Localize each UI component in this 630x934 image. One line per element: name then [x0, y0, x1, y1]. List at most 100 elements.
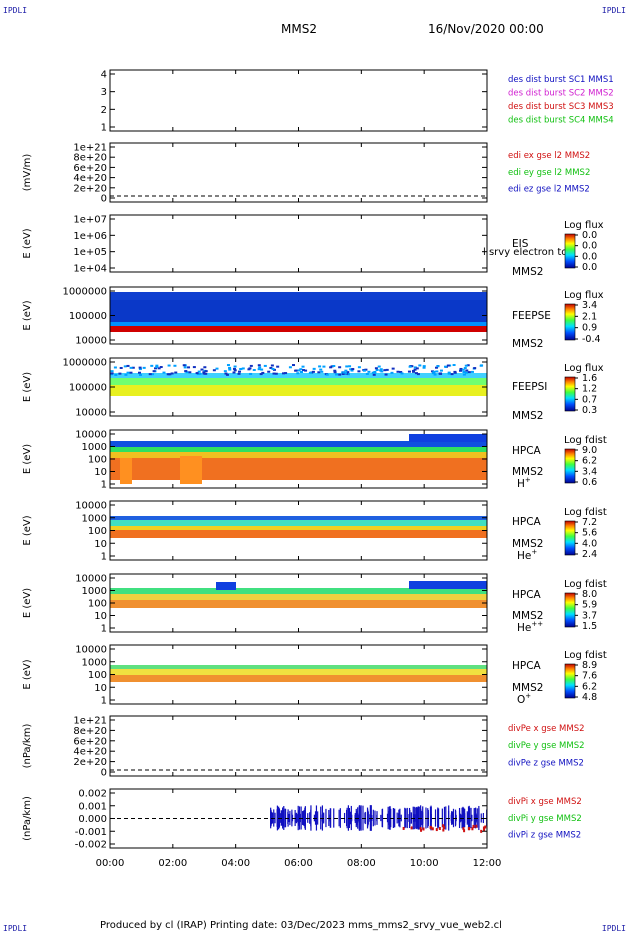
- feepsi-mark: [296, 372, 300, 375]
- colorbar-tick-label: 3.7: [582, 610, 597, 621]
- feepsi-mark: [249, 372, 253, 375]
- feepsi-mark: [200, 368, 204, 371]
- feepsi-band: [110, 373, 487, 378]
- instrument-label: HPCA: [512, 660, 542, 672]
- divpi-mark: [304, 807, 306, 829]
- feepsi-mark: [118, 372, 122, 375]
- divpi-mark: [310, 809, 312, 827]
- colorbar-tick-label: 0.0: [582, 251, 597, 262]
- legend-entry: divPi y gse MMS2: [508, 814, 582, 824]
- divpi-mark: [419, 827, 422, 831]
- feepsi-mark: [390, 371, 394, 374]
- colorbar-tick-label: 3.4: [582, 466, 597, 477]
- feepsi-mark: [453, 371, 457, 374]
- feepsi-mark: [224, 372, 228, 375]
- feepsi-mark: [452, 364, 456, 367]
- y-tick-label: 8e+20: [73, 726, 107, 737]
- panel-frame: [109, 214, 488, 273]
- divpi-mark: [431, 827, 434, 831]
- y-tick-label: 2e+20: [73, 183, 107, 194]
- y-tick-label: 3: [101, 87, 107, 98]
- divpi-mark: [282, 811, 284, 825]
- feepsi-mark: [148, 373, 152, 376]
- corner-label-bottom-left: IPDLI: [3, 924, 28, 933]
- feepsi-mark: [415, 367, 419, 370]
- feepsi-mark: [142, 366, 146, 369]
- feepsi-mark: [396, 370, 400, 373]
- hpca-hepp-band: [110, 588, 487, 594]
- y-axis-label: E (eV): [22, 659, 33, 689]
- feepsi-mark: [413, 366, 417, 369]
- y-tick-label: 100000: [69, 383, 107, 394]
- instrument-label: HPCA: [512, 516, 542, 528]
- feepsi-mark: [239, 367, 243, 370]
- feepsi-mark: [350, 369, 354, 372]
- x-tick-label: 12:00: [473, 858, 502, 869]
- feepsi-mark: [259, 373, 263, 376]
- feepsi-mark: [364, 368, 368, 371]
- legend-entry: des dist burst SC1 MMS1: [508, 75, 614, 85]
- feepsi-mark: [212, 369, 216, 372]
- colorbar-tick-label: -0.4: [582, 334, 601, 345]
- feepsi-mark: [367, 370, 371, 373]
- feepsi-mark: [473, 367, 477, 370]
- feepsi-mark: [413, 368, 417, 371]
- colorbar-title: Log fdist: [564, 507, 607, 518]
- feepsi-mark: [462, 370, 466, 373]
- feepsi-mark: [345, 365, 349, 368]
- divpi-mark: [471, 827, 474, 831]
- x-tick-label: 06:00: [284, 858, 313, 869]
- colorbar-title: Log fdist: [564, 650, 607, 661]
- y-tick-label: 1e+21: [73, 716, 107, 727]
- feepsi-mark: [247, 368, 251, 371]
- legend-entry: divPe z gse MMS2: [508, 758, 584, 768]
- spacecraft-label: MMS2: [512, 610, 543, 622]
- divpi-mark: [276, 809, 278, 827]
- feepsi-mark: [263, 364, 267, 367]
- feepsi-mark: [288, 366, 292, 369]
- feepsi-mark: [110, 372, 114, 375]
- divpi-mark: [430, 806, 432, 830]
- feepsi-mark: [270, 364, 274, 367]
- y-tick-label: 10000: [75, 501, 107, 512]
- legend-entry: edi ey gse l2 MMS2: [508, 168, 590, 178]
- colorbar-title: Log fdist: [564, 435, 607, 446]
- feepsi-mark: [126, 371, 130, 374]
- divpi-mark: [467, 827, 470, 831]
- instrument-label: FEEPSI: [512, 381, 547, 393]
- feepsi-mark: [202, 372, 206, 375]
- legend-entry: des dist burst SC3 MMS3: [508, 102, 614, 112]
- colorbar-title: Log flux: [564, 290, 604, 301]
- y-tick-label: 6e+20: [73, 736, 107, 747]
- y-tick-label: -0.001: [75, 827, 107, 838]
- feepsi-mark: [431, 372, 435, 375]
- hpca-o-band: [110, 675, 487, 682]
- y-tick-label: 100000: [69, 311, 107, 322]
- feepsi-mark: [450, 373, 454, 376]
- divpi-mark: [410, 826, 413, 830]
- feepsi-mark: [329, 366, 333, 369]
- colorbar-tick-label: 7.6: [582, 671, 597, 682]
- feepsi-mark: [462, 373, 466, 376]
- y-tick-label: 1e+21: [73, 143, 107, 154]
- feepsi-mark: [333, 369, 337, 372]
- x-tick-label: 04:00: [221, 858, 250, 869]
- y-tick-label: 10000: [75, 574, 107, 585]
- feepsi-mark: [325, 373, 329, 376]
- feepsi-mark: [407, 370, 411, 373]
- feepsi-mark: [470, 370, 474, 373]
- feepsi-mark: [233, 369, 237, 372]
- feepsi-mark: [461, 368, 465, 371]
- spacecraft-label: MMS2: [512, 266, 543, 278]
- feepsi-mark: [464, 371, 468, 374]
- corner-label-bottom-right: IPDLI: [601, 924, 626, 933]
- divpi-mark: [430, 826, 433, 830]
- divpi-mark: [387, 806, 389, 830]
- feepsi-mark: [257, 368, 261, 371]
- hpca-h-mark: [180, 456, 202, 484]
- feepsi-mark: [204, 372, 208, 375]
- feepsi-mark: [238, 370, 242, 373]
- divpi-mark: [464, 808, 466, 828]
- hpca-hepp-mark: [409, 581, 487, 589]
